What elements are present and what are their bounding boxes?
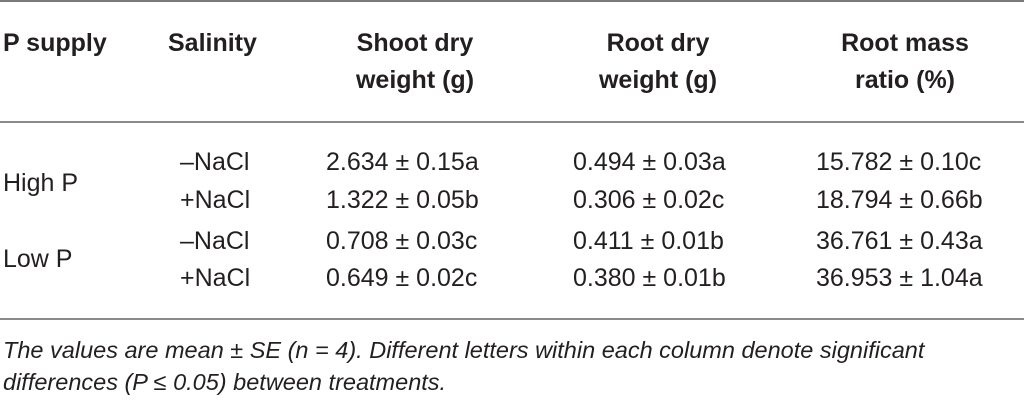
table-footnote: The values are mean ± SE (n = 4). Differ… — [3, 334, 1023, 398]
table-header-rule — [0, 121, 1024, 123]
table-cell-rmr: 36.761 ± 0.43a — [816, 227, 983, 255]
header-salinity: Salinity — [168, 29, 257, 57]
table-cell-shoot: 0.649 ± 0.02c — [326, 264, 478, 292]
footnote-line1: The values are mean ± SE (n = 4). Differ… — [3, 337, 925, 363]
table-cell-rmr: 18.794 ± 0.66b — [816, 186, 983, 214]
table-cell-root: 0.494 ± 0.03a — [573, 148, 726, 176]
table-top-rule — [0, 0, 1024, 2]
table-cell-salinity: +NaCl — [180, 264, 251, 292]
group-label-low-p: Low P — [3, 245, 73, 273]
header-root-dry-weight: Root dry weight (g) — [563, 25, 753, 99]
table-cell-salinity: –NaCl — [180, 148, 250, 176]
header-rmr-line1: Root mass — [841, 29, 969, 57]
table-bottom-rule — [0, 318, 1024, 320]
footnote-line2: differences (P ≤ 0.05) between treatment… — [3, 369, 447, 395]
table-cell-rmr: 36.953 ± 1.04a — [816, 264, 983, 292]
header-shoot-dry-weight: Shoot dry weight (g) — [320, 25, 510, 99]
header-root-line2: weight (g) — [598, 66, 718, 94]
table-cell-root: 0.411 ± 0.01b — [573, 227, 724, 255]
group-label-high-p: High P — [3, 169, 79, 197]
header-p-supply: P supply — [3, 29, 107, 57]
table-cell-shoot: 2.634 ± 0.15a — [326, 148, 479, 176]
table-cell-salinity: +NaCl — [180, 186, 251, 214]
header-shoot-line2: weight (g) — [355, 66, 475, 94]
table-cell-shoot: 0.708 ± 0.03c — [326, 227, 478, 255]
header-shoot-line1: Shoot dry — [356, 29, 474, 57]
table-cell-shoot: 1.322 ± 0.05b — [326, 186, 479, 214]
table-cell-rmr: 15.782 ± 0.10c — [816, 148, 982, 176]
header-rmr-line2: ratio (%) — [855, 66, 955, 94]
table-cell-root: 0.306 ± 0.02c — [573, 186, 725, 214]
header-root-mass-ratio: Root mass ratio (%) — [810, 25, 1000, 99]
table-cell-root: 0.380 ± 0.01b — [573, 264, 726, 292]
header-root-line1: Root dry — [606, 29, 710, 57]
table-cell-salinity: –NaCl — [180, 227, 250, 255]
